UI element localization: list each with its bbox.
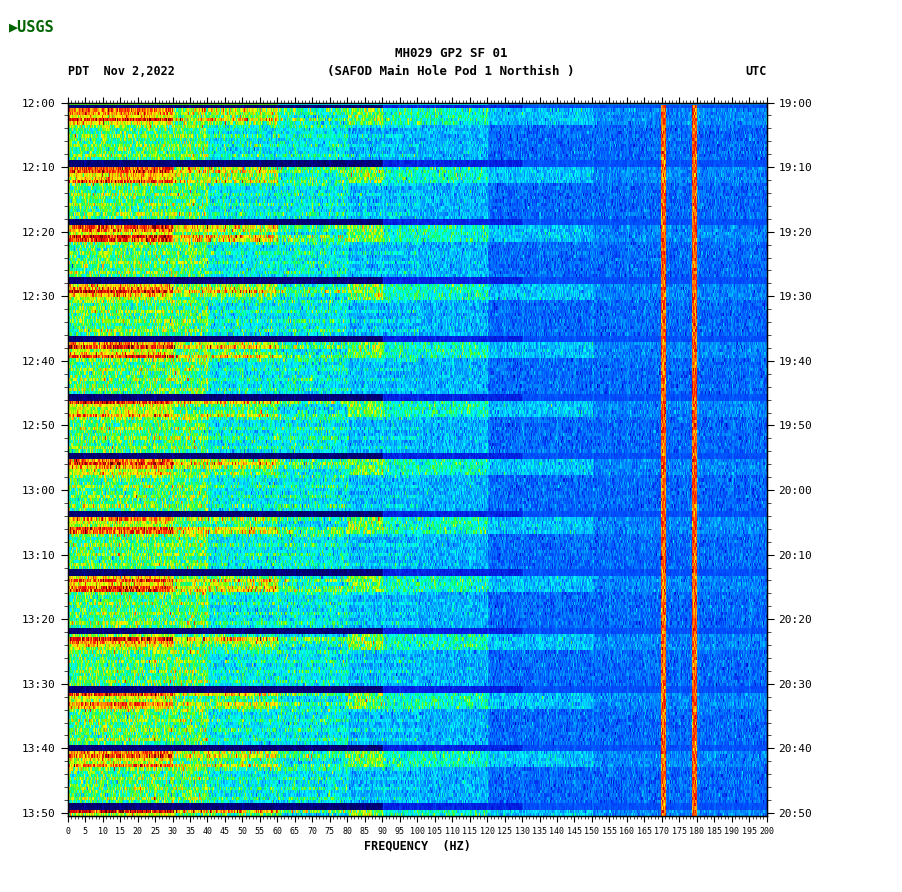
Text: UTC: UTC xyxy=(745,65,767,78)
Text: ▶USGS: ▶USGS xyxy=(9,20,55,34)
Text: MH029 GP2 SF 01: MH029 GP2 SF 01 xyxy=(395,47,507,60)
Text: (SAFOD Main Hole Pod 1 Northish ): (SAFOD Main Hole Pod 1 Northish ) xyxy=(327,65,575,78)
Text: PDT  Nov 2,2022: PDT Nov 2,2022 xyxy=(68,65,174,78)
X-axis label: FREQUENCY  (HZ): FREQUENCY (HZ) xyxy=(364,839,471,853)
